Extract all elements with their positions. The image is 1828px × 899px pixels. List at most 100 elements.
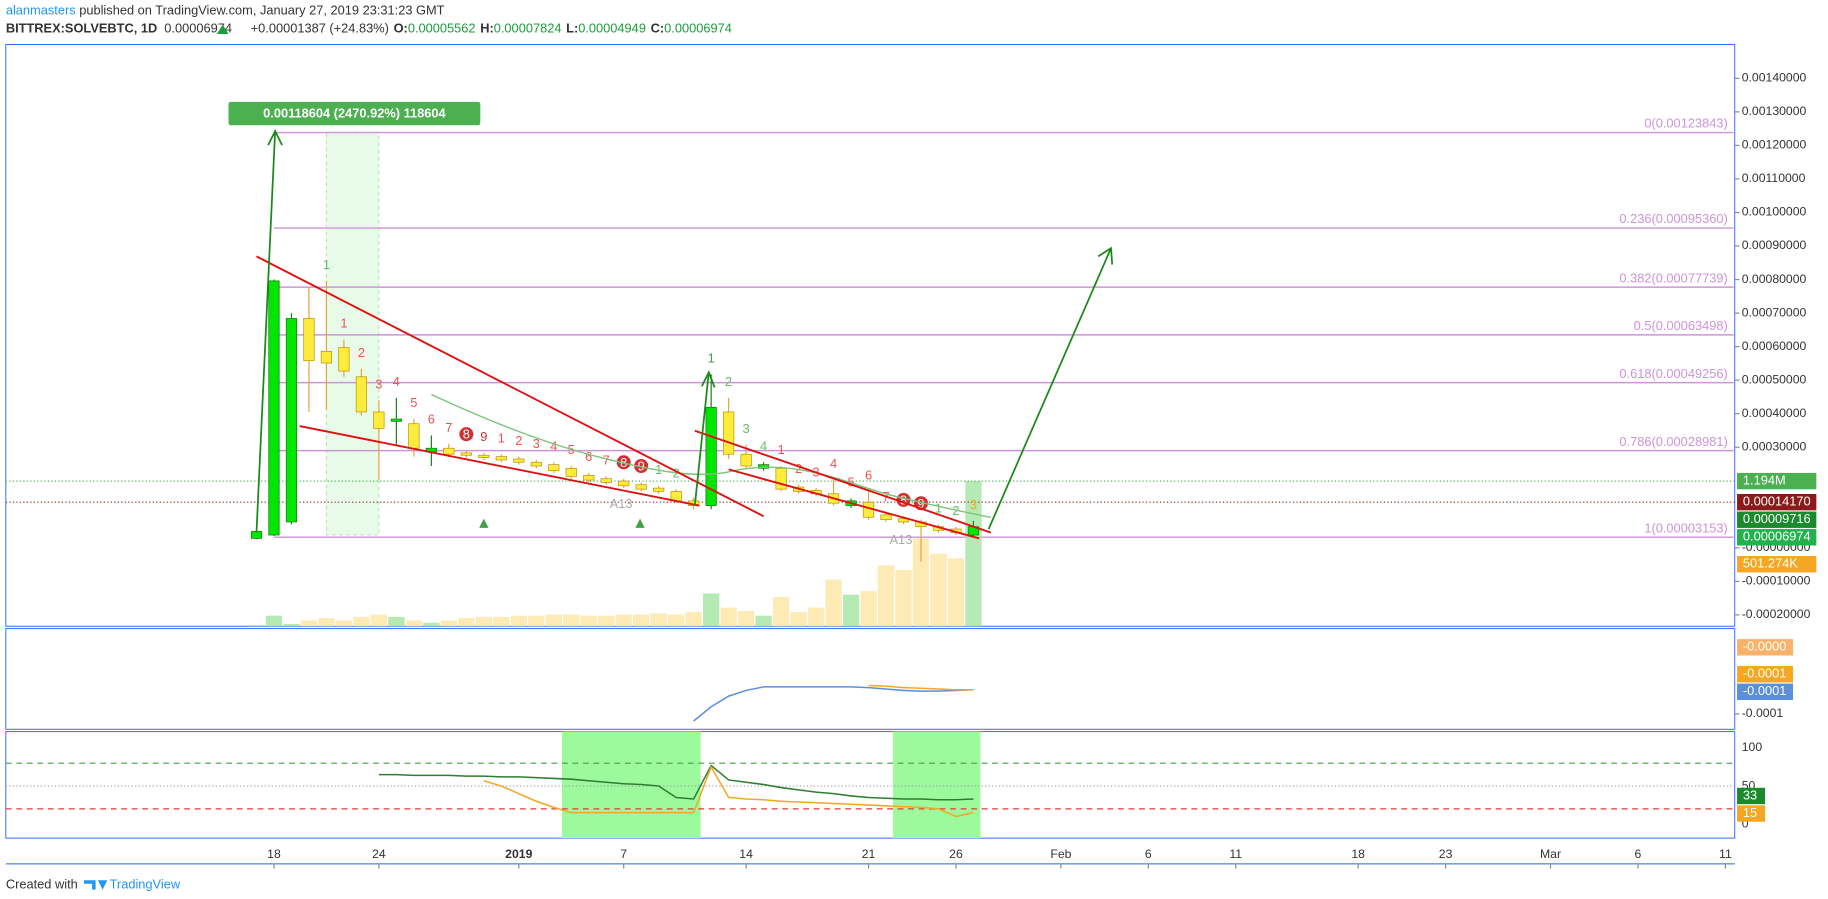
volume-bar (458, 618, 475, 627)
y-tick-label: 0.00060000 (1742, 339, 1807, 353)
symbol-line: BITTREX:SOLVEBTC, 1D 0.00006974 +0.0000138… (6, 21, 732, 36)
candle-body (303, 318, 315, 362)
candle-body (880, 514, 892, 520)
volume-bar (528, 615, 545, 627)
axis-badge (1737, 511, 1817, 528)
candle-body (408, 423, 420, 449)
candle-body (390, 418, 402, 422)
td-count: 3 (743, 421, 750, 436)
volume-bar (300, 620, 318, 627)
volume-bar (388, 616, 405, 627)
volume-bar (895, 570, 912, 627)
fib-label: 0.786(0.00028981) (1619, 434, 1727, 449)
td-count: 1 (655, 462, 662, 477)
fib-label: 0.382(0.00077739) (1619, 270, 1727, 285)
fib-label: 0.618(0.00049256) (1619, 366, 1727, 381)
x-tick-label: 14 (739, 847, 753, 861)
axis-badge-label: 15 (1743, 805, 1757, 820)
change: +0.00001387 (+24.83%) (251, 21, 389, 36)
axis-badge-label: 33 (1743, 787, 1757, 802)
volume-bar (912, 538, 930, 627)
volume-bar (702, 593, 720, 627)
x-tick-label: 21 (862, 847, 876, 861)
symbol: BITTREX:SOLVEBTC, 1D (6, 21, 157, 36)
volume-bar (580, 615, 597, 627)
candle-body (758, 464, 770, 469)
x-tick-label: 6 (1635, 847, 1642, 861)
x-tick-label: Feb (1050, 847, 1071, 861)
l-label: L: (566, 21, 578, 36)
volume-bar (720, 607, 737, 627)
td-count: 4 (550, 438, 557, 453)
td-count: 1 (778, 442, 785, 457)
td-count: 3 (375, 376, 382, 391)
candle-body (705, 406, 717, 506)
axis-badge (1737, 787, 1766, 805)
candle-body (478, 454, 490, 458)
td-circle (616, 455, 631, 470)
td-count: 8 (463, 427, 470, 442)
td-count: 2 (515, 433, 522, 448)
y-tick-label: -0.0001 (1742, 706, 1784, 720)
fib-label: 0.236(0.00095360) (1619, 211, 1727, 226)
footer-brand[interactable]: TradingView (110, 876, 181, 891)
candle-body (618, 480, 630, 487)
indicator-line (483, 765, 974, 818)
td-count: 7 (445, 420, 452, 435)
axis-badge-label: 0.00006974 (1743, 529, 1811, 544)
x-tick-label: 11 (1719, 847, 1732, 861)
td-count: 9 (917, 496, 924, 511)
indicator-line (378, 764, 974, 801)
y-tick-label: 0 (1742, 816, 1749, 830)
volume-bar (545, 614, 562, 627)
td-count: 6 (428, 412, 435, 427)
l-value: 0.00004949 (578, 21, 646, 36)
volume-bar (755, 615, 772, 627)
y-tick-label: 0.00040000 (1742, 406, 1807, 420)
y-tick-label: 0.00030000 (1742, 439, 1807, 453)
x-tick-label: 2019 (505, 847, 532, 861)
td-count: 3 (970, 497, 977, 512)
y-tick-label: 0.00130000 (1742, 104, 1807, 118)
up-arrow-icon (216, 24, 229, 34)
y-tick-label: 0.00080000 (1742, 272, 1807, 286)
author[interactable]: alanmasters (6, 3, 76, 18)
td-count: 2 (358, 345, 365, 360)
td-count: 9 (480, 429, 487, 444)
last-price: 0.00006974 (164, 21, 232, 36)
x-tick-label: 6 (1145, 847, 1152, 861)
td-count: 6 (585, 449, 592, 464)
y-tick-label: 0.00070000 (1742, 305, 1807, 319)
projection-arrow (987, 246, 1114, 530)
x-tick-label: 18 (267, 847, 281, 861)
volume-bar (475, 616, 492, 627)
td-count: 2 (795, 461, 802, 476)
candle-body (443, 447, 455, 455)
x-tick-label: 18 (1351, 847, 1365, 861)
td-count: 7 (603, 453, 610, 468)
target-arrow (255, 129, 283, 533)
volume-bar (440, 620, 457, 627)
y-tick-label: 0.00090000 (1742, 238, 1807, 252)
o-label: O: (394, 21, 408, 36)
candle-body (653, 487, 665, 492)
volume-bar (685, 612, 702, 627)
candle-body (460, 452, 472, 456)
footer-created: Created with (6, 876, 78, 891)
trend-line (728, 468, 980, 540)
volume-bar (493, 616, 510, 627)
volume-bar (353, 616, 370, 627)
volume-bar (877, 565, 895, 627)
volume-bar (825, 579, 842, 627)
stoch-highlight (561, 731, 701, 839)
axis-badge-label: 1.194M (1743, 472, 1786, 487)
axis-badge-label: 501.274K (1743, 556, 1798, 571)
candle-body (897, 518, 910, 523)
signal-triangle (635, 518, 645, 528)
volume-bar (842, 594, 860, 627)
axis-badge-label: -0.0001 (1743, 666, 1786, 681)
volume-bar (772, 596, 790, 627)
trend-line (256, 255, 765, 518)
td-count: 1 (498, 430, 505, 445)
